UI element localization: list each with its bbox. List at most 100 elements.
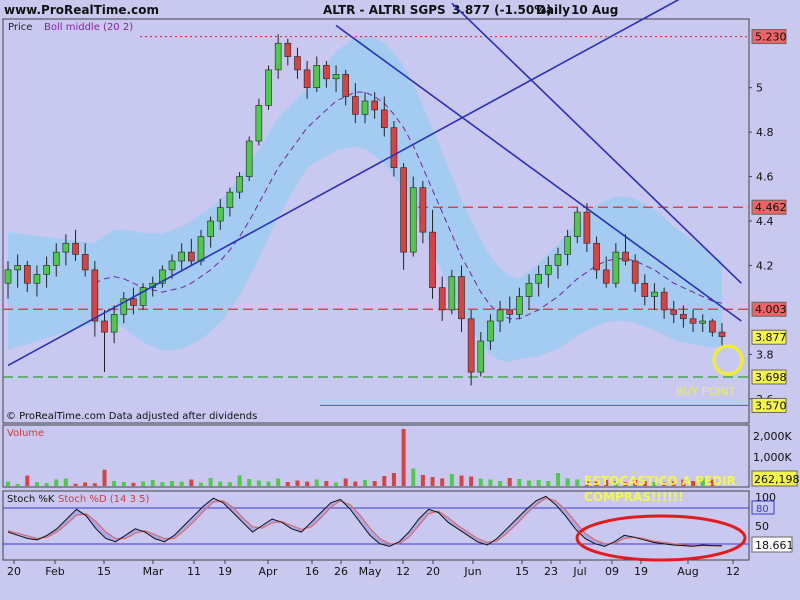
candle-body (236, 176, 243, 193)
volume-bar (565, 478, 570, 486)
candle-body (641, 282, 649, 297)
candle-body (43, 265, 50, 275)
volume-bar (449, 474, 454, 486)
x-tick-label: Jun (463, 565, 481, 578)
candle-body (110, 314, 118, 333)
stoch-last-box (751, 536, 793, 553)
candle-body (371, 100, 378, 111)
x-tick-label: 15 (97, 565, 111, 578)
volume-bar (83, 482, 88, 486)
volume-bar (700, 478, 705, 486)
volume-bar (353, 481, 358, 486)
legend-stoch-d: Stoch %D (14 3 5) (58, 494, 149, 505)
volume-bar (391, 473, 396, 486)
candle-body (660, 291, 668, 311)
site-link[interactable]: www.ProRealTime.com (4, 3, 159, 17)
volume-bar (256, 480, 261, 486)
volume-bar (372, 481, 377, 486)
volume-bar (469, 476, 474, 486)
price-tick-label: 4.8 (756, 126, 774, 139)
x-tick-label: Aug (677, 565, 698, 578)
volume-bar (54, 479, 59, 486)
volume-bar (73, 483, 78, 486)
volume-bar (305, 481, 310, 486)
candle-body (670, 309, 678, 315)
data-footnote: © ProRealTime.com Data adjusted after di… (6, 411, 257, 422)
candle-body (496, 309, 504, 322)
level-box-3.877 (751, 329, 787, 345)
volume-bar (198, 482, 203, 486)
volume-bar (633, 480, 638, 486)
volume-bar (218, 481, 223, 486)
volume-bar (237, 475, 242, 486)
volume-bar (227, 482, 232, 486)
volume-bar (131, 482, 136, 486)
chart-date: 10 Aug (571, 3, 618, 17)
candle-body (245, 140, 253, 177)
volume-bar (662, 482, 667, 486)
candle-body (159, 269, 166, 284)
volume-bar (314, 479, 319, 486)
volume-bar (247, 479, 252, 486)
candle-body (188, 251, 195, 262)
volume-bar (652, 482, 657, 486)
last-price-change: 3.877 (-1.50%) (452, 3, 552, 17)
volume-last-value: 262,198 (754, 473, 800, 486)
candle-body (323, 65, 330, 80)
candle-body (467, 318, 475, 373)
level-box-5.230 (751, 29, 787, 45)
volume-bar (546, 481, 551, 486)
level-label-4.462: 4.462 (755, 201, 787, 214)
stoch-level-80-box (751, 500, 775, 515)
volume-bar (189, 479, 194, 486)
volume-bar (459, 475, 464, 486)
x-tick-label: 23 (544, 565, 558, 578)
volume-bar (613, 481, 618, 486)
candle-body (52, 251, 60, 266)
candle-body (4, 269, 12, 284)
candle-body (458, 276, 465, 320)
volume-bar (92, 483, 97, 486)
volume-bar (6, 481, 10, 486)
candle-body (612, 251, 620, 284)
candle-body (284, 42, 292, 57)
volume-bar (604, 480, 609, 486)
candle-body (689, 318, 697, 324)
volume-bar (141, 481, 146, 486)
volume-bar (334, 482, 339, 486)
volume-bar (266, 481, 271, 486)
volume-bar (691, 481, 696, 486)
level-box-3.570 (751, 397, 787, 413)
candle-body (400, 167, 407, 253)
candle-body (380, 109, 388, 128)
x-tick-label: 19 (634, 565, 648, 578)
candle-body (226, 191, 234, 208)
candle-body (419, 187, 427, 233)
candle-body (274, 42, 282, 71)
volume-bar (382, 476, 387, 486)
volume-bar (276, 478, 281, 486)
volume-bar (681, 479, 686, 486)
volume-bar (527, 480, 532, 486)
volume-bar (401, 429, 406, 486)
level-label-3.877: 3.877 (755, 331, 787, 344)
x-tick-label: 12 (396, 565, 410, 578)
x-tick-label: Jul (572, 565, 586, 578)
candle-body (651, 291, 658, 297)
candle-body (62, 242, 70, 253)
level-label-3.698: 3.698 (755, 371, 787, 384)
volume-bar (208, 478, 213, 486)
x-tick-label: 20 (426, 565, 440, 578)
volume-bar (440, 478, 445, 486)
candle-body (294, 56, 301, 71)
candle-body (573, 211, 581, 237)
volume-bar (507, 478, 512, 486)
candle-body (429, 231, 436, 288)
volume-tick-1000k: 1,000K (753, 451, 792, 464)
candle-body (91, 269, 99, 322)
level-label-4.003: 4.003 (755, 303, 787, 316)
candle-body (197, 236, 205, 262)
volume-bar (34, 482, 39, 486)
price-tick-label: 3.8 (756, 348, 774, 361)
candle-body (477, 340, 485, 373)
